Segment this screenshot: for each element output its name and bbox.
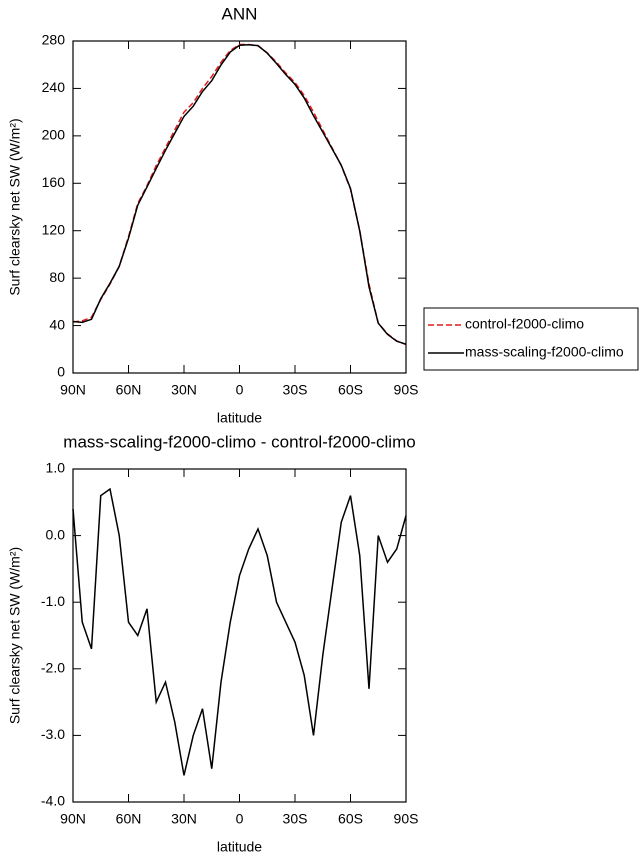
- x-tick-label: 60S: [338, 382, 363, 398]
- plot-frame: [72, 468, 407, 803]
- y-tick-label: -1.0: [41, 593, 65, 609]
- chart-title: mass-scaling-f2000-climo - control-f2000…: [63, 432, 415, 451]
- y-tick-label: 40: [49, 316, 65, 332]
- data-line: [72, 487, 407, 776]
- y-axis-label: Surf clearsky net SW (W/m²): [7, 118, 23, 295]
- x-tick-label: 30N: [171, 382, 197, 398]
- x-tick-label: 60N: [116, 382, 142, 398]
- y-tick-label: 120: [42, 221, 66, 237]
- y-tick-label: 1.0: [46, 460, 66, 476]
- y-tick-label: 200: [42, 127, 66, 143]
- x-tick-label: 0: [236, 811, 244, 827]
- x-tick-label: 30N: [171, 811, 197, 827]
- x-tick-label: 90S: [394, 811, 419, 827]
- data-line: [72, 43, 407, 346]
- legend-label: control-f2000-climo: [465, 316, 584, 332]
- x-tick-label: 0: [236, 382, 244, 398]
- x-tick-label: 30S: [283, 382, 308, 398]
- y-tick-label: 0.0: [46, 526, 66, 542]
- y-tick-label: 160: [42, 174, 66, 190]
- x-tick-label: 30S: [283, 811, 308, 827]
- y-tick-label: 0: [57, 364, 65, 380]
- y-axis-label: Surf clearsky net SW (W/m²): [7, 547, 23, 724]
- x-tick-label: 90S: [394, 382, 419, 398]
- y-tick-label: -3.0: [41, 726, 65, 742]
- y-tick-label: 280: [42, 32, 66, 48]
- y-tick-label: 240: [42, 79, 66, 95]
- chart-title: ANN: [222, 4, 258, 23]
- y-tick-label: -4.0: [41, 793, 65, 809]
- legend-frame: [423, 307, 639, 371]
- x-tick-label: 90N: [60, 382, 86, 398]
- legend-label: mass-scaling-f2000-climo: [465, 344, 624, 360]
- x-tick-label: 60S: [338, 811, 363, 827]
- y-tick-label: -2.0: [41, 660, 65, 676]
- data-line: [72, 44, 407, 345]
- plot-frame: [72, 40, 407, 374]
- x-tick-label: 60N: [116, 811, 142, 827]
- y-tick-label: 80: [49, 269, 65, 285]
- x-axis-label: latitude: [217, 410, 262, 426]
- x-tick-label: 90N: [60, 811, 86, 827]
- x-axis-label: latitude: [217, 839, 262, 855]
